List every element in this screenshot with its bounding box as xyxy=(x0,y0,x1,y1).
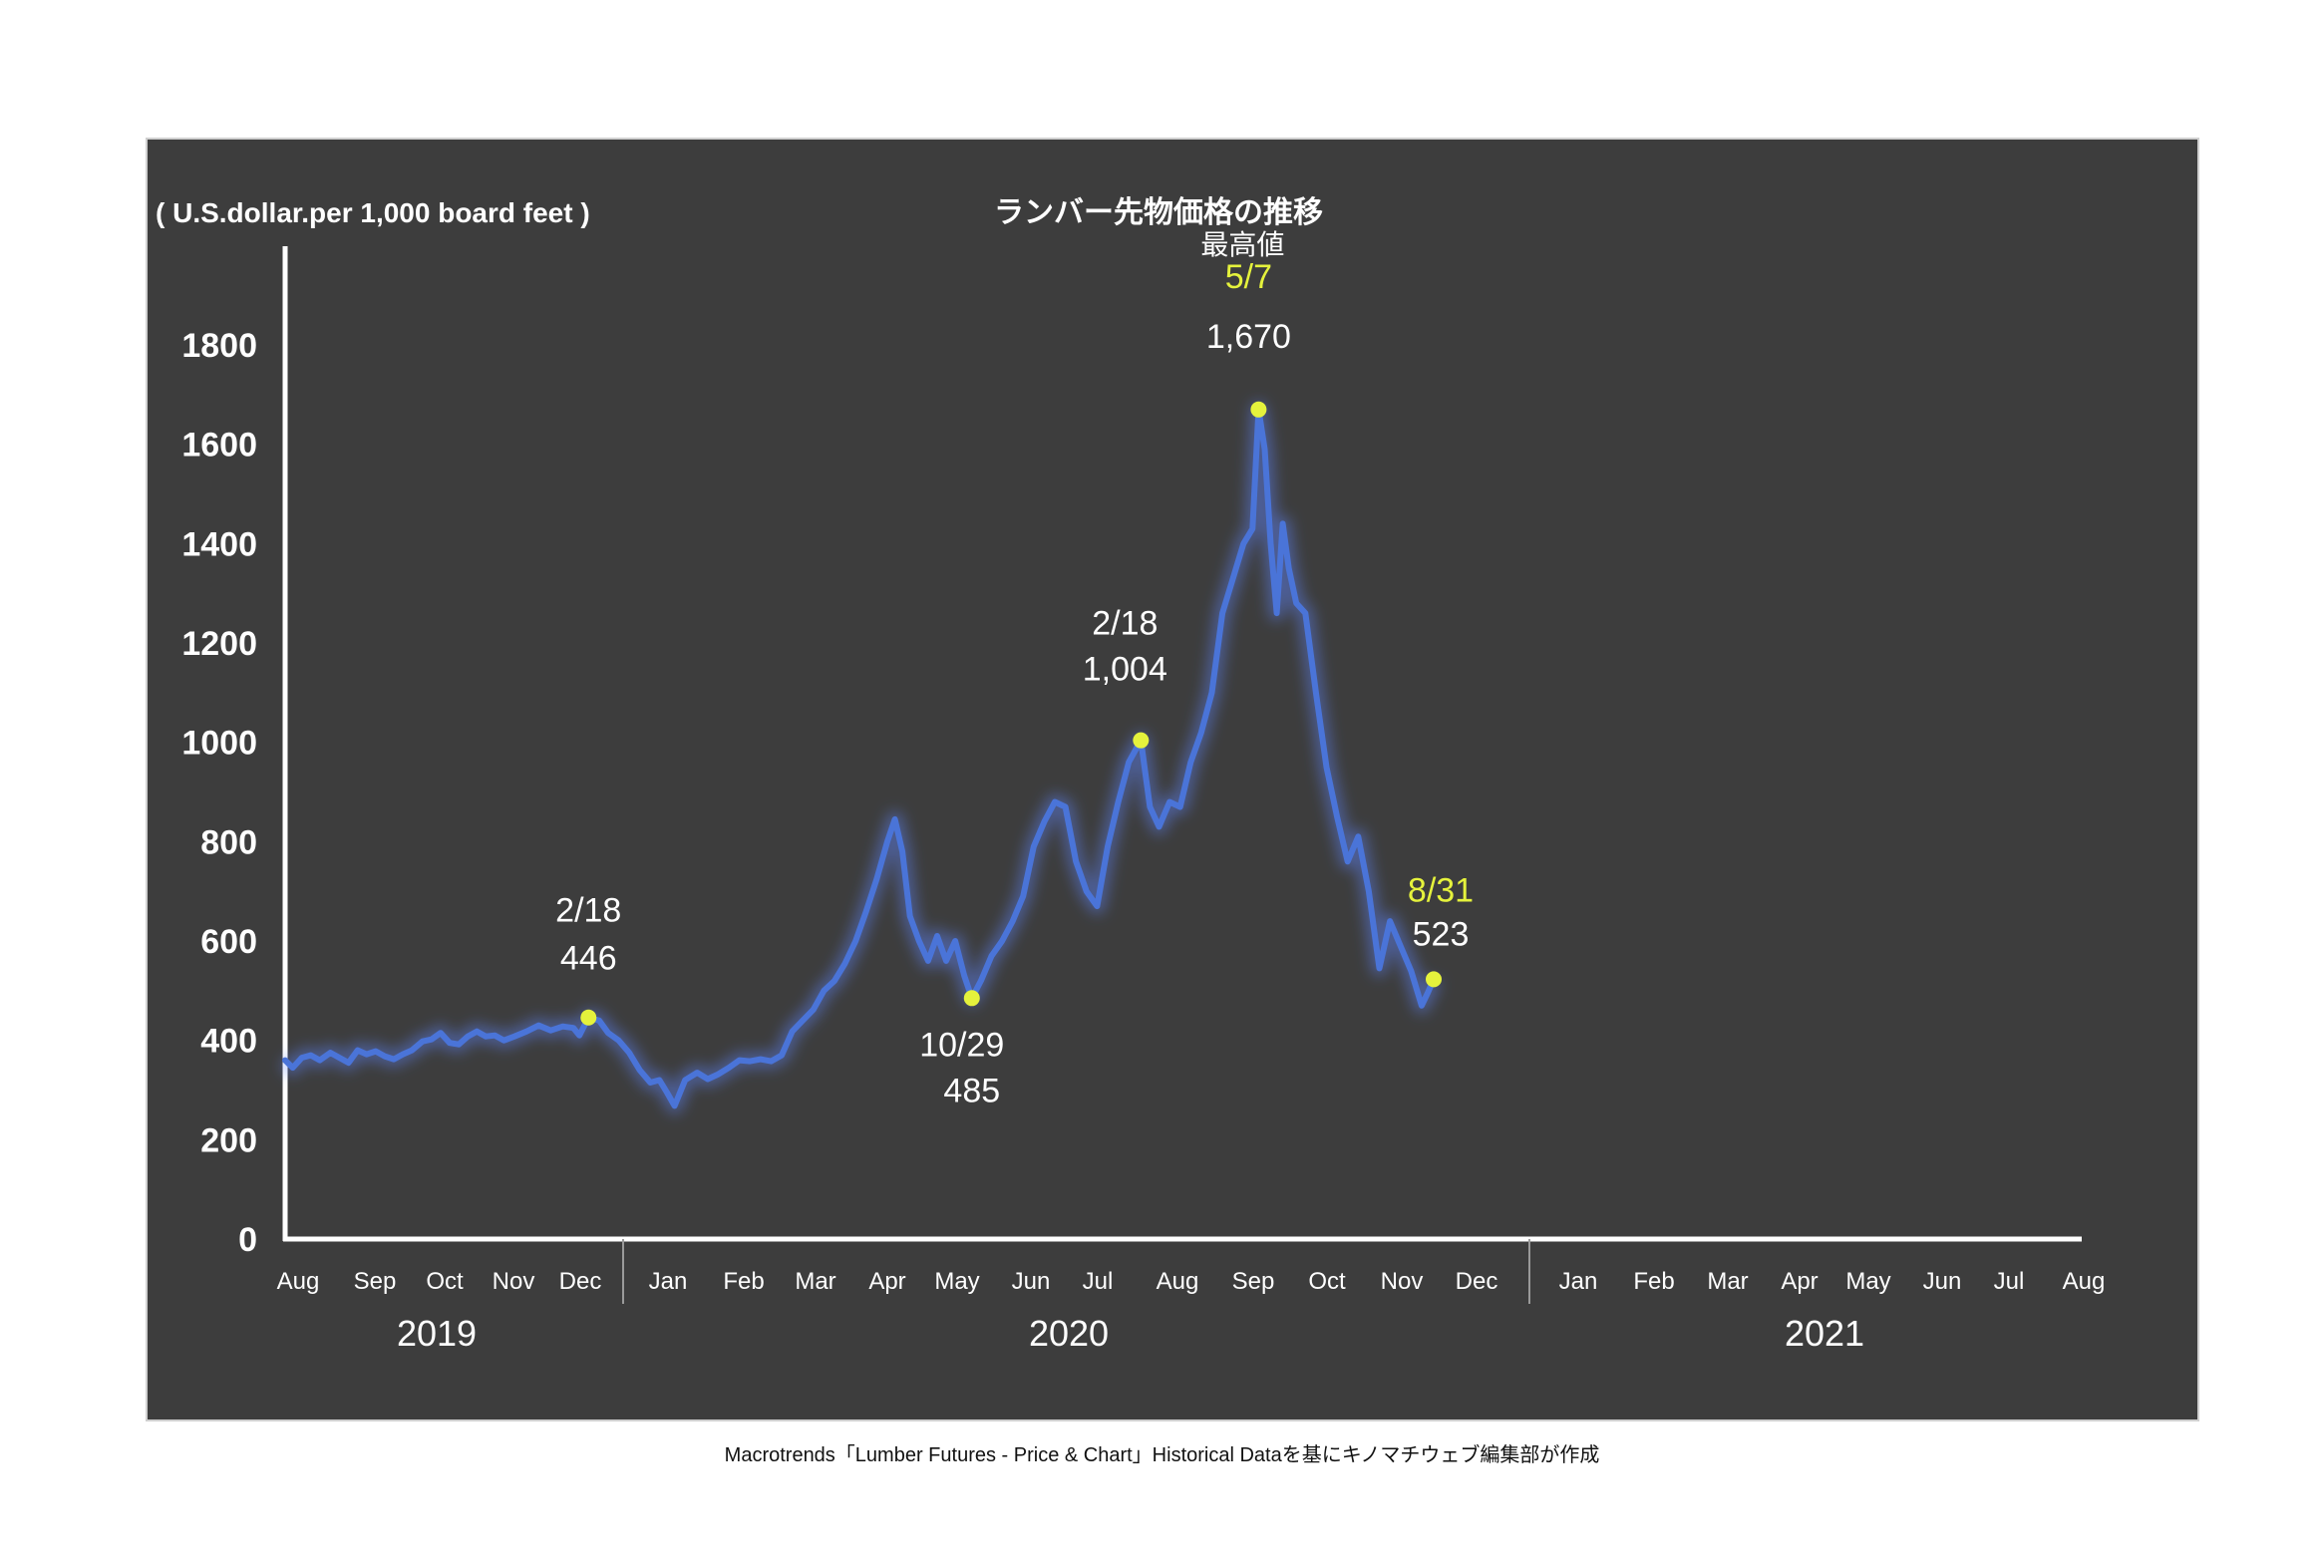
annotation-value: 446 xyxy=(560,940,617,978)
y-tick-label: 1000 xyxy=(181,725,257,763)
x-tick-label: Dec xyxy=(559,1268,602,1295)
annotation-marker xyxy=(1133,732,1150,749)
x-tick-label: Nov xyxy=(493,1268,535,1295)
x-tick-label: Jan xyxy=(1559,1268,1598,1295)
x-tick-label: Aug xyxy=(2063,1268,2106,1295)
y-tick-label: 600 xyxy=(200,923,257,961)
x-tick-label: Oct xyxy=(426,1268,464,1295)
y-tick-label: 400 xyxy=(200,1023,257,1061)
y-tick-label: 800 xyxy=(200,823,257,861)
annotation-marker xyxy=(580,1009,597,1026)
lumber-price-chart: ( U.S.dollar.per 1,000 board feet ) ランバー… xyxy=(156,195,2106,1354)
x-tick-label: Jul xyxy=(1083,1268,1114,1295)
x-tick-label: Jan xyxy=(649,1268,688,1295)
x-tick-label: Aug xyxy=(277,1268,320,1295)
x-tick-label: Mar xyxy=(795,1268,835,1295)
annotation-value: 1,670 xyxy=(1206,318,1291,356)
year-label: 2020 xyxy=(1029,1313,1109,1354)
x-tick-label: Sep xyxy=(1232,1268,1275,1295)
annotation-date: 2/18 xyxy=(555,892,621,930)
x-tick-label: Aug xyxy=(1157,1268,1199,1295)
year-label: 2021 xyxy=(1785,1313,1864,1354)
series-layer xyxy=(279,401,1442,1114)
year-labels: 2019 2020 2021 xyxy=(397,1313,1864,1354)
annotation-value: 1,004 xyxy=(1083,651,1167,689)
annotation-date: 10/29 xyxy=(919,1026,1004,1064)
annotation-date: 5/7 xyxy=(1225,258,1272,296)
x-tick-label: Nov xyxy=(1381,1268,1424,1295)
unit-label: ( U.S.dollar.per 1,000 board feet ) xyxy=(156,197,590,228)
y-tick-label: 1600 xyxy=(181,427,257,465)
annotation-date: 8/31 xyxy=(1408,871,1474,909)
chart-title: ランバー先物価格の推移 xyxy=(994,195,1323,230)
x-tick-label: Mar xyxy=(1707,1268,1748,1295)
annotation-marker xyxy=(963,990,980,1007)
x-tick-label: Sep xyxy=(354,1268,397,1295)
x-tick-label: Apr xyxy=(868,1268,905,1295)
x-month-labels: Aug Sep Oct Nov Dec Jan Feb Mar Apr May Jun Jul Aug S… xyxy=(277,1268,2106,1295)
y-tick-label: 1800 xyxy=(181,327,257,365)
y-tick-label: 0 xyxy=(238,1221,257,1259)
annotation-value: 523 xyxy=(1413,915,1470,953)
y-tick-label: 1400 xyxy=(181,525,257,563)
y-tick-labels: 0 200 400 600 800 1000 1200 1400 1600 1800 xyxy=(181,327,257,1259)
x-tick-label: Oct xyxy=(1308,1268,1346,1295)
x-tick-label: Jun xyxy=(1012,1268,1051,1295)
y-tick-label: 200 xyxy=(200,1121,257,1159)
x-tick-label: Feb xyxy=(723,1268,764,1295)
axes xyxy=(282,246,2082,1304)
x-tick-label: Dec xyxy=(1456,1268,1498,1295)
annotation-value: 485 xyxy=(943,1072,1000,1109)
annotation-peak-label: 最高値 xyxy=(1200,228,1284,261)
x-tick-label: Apr xyxy=(1781,1268,1818,1295)
x-tick-label: Jul xyxy=(1994,1268,2025,1295)
source-note: Macrotrends「Lumber Futures - Price & Cha… xyxy=(724,1444,1600,1466)
series-line-glow xyxy=(279,401,1442,1114)
x-tick-label: May xyxy=(934,1268,979,1295)
x-tick-label: Feb xyxy=(1633,1268,1674,1295)
x-tick-label: May xyxy=(1845,1268,1890,1295)
y-tick-label: 1200 xyxy=(181,625,257,663)
annotation-marker xyxy=(1250,401,1267,418)
chart-panel: ( U.S.dollar.per 1,000 board feet ) ランバー… xyxy=(146,138,2199,1421)
year-label: 2019 xyxy=(397,1313,477,1354)
annotation-marker xyxy=(1426,971,1442,988)
annotation-date: 2/18 xyxy=(1092,605,1158,643)
x-tick-label: Jun xyxy=(1923,1268,1962,1295)
